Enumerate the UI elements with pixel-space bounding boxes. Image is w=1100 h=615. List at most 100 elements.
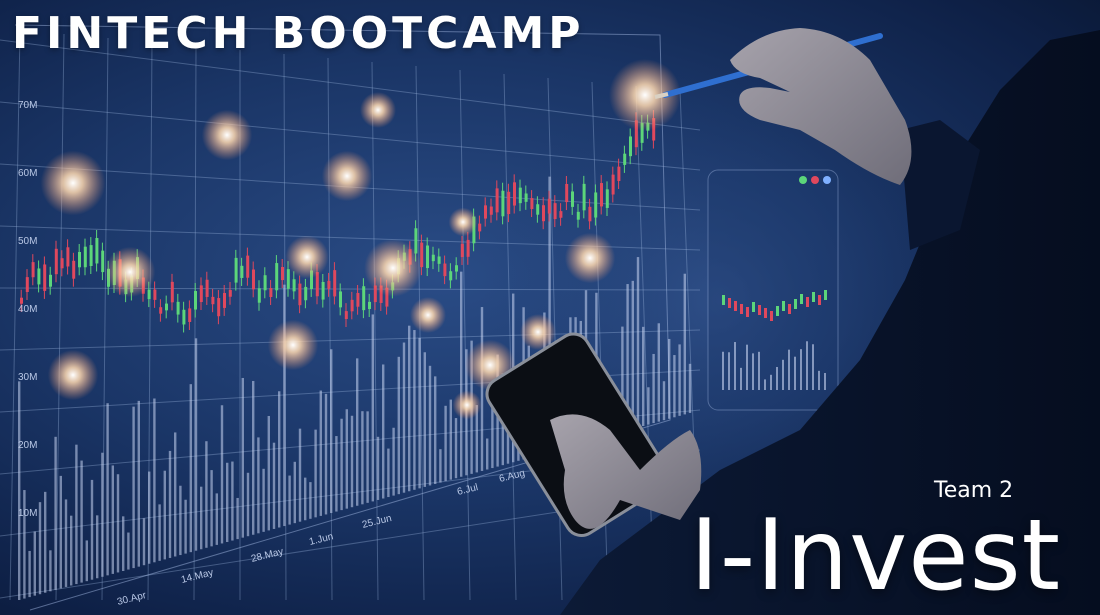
volume-bar <box>241 377 244 538</box>
candle-body <box>437 256 441 264</box>
volume-bar <box>215 493 218 545</box>
volume-bar <box>205 441 208 548</box>
floating-panel <box>707 169 839 411</box>
volume-bar <box>413 330 416 490</box>
candle-body <box>31 262 35 278</box>
grid-line <box>9 29 21 601</box>
candle-body <box>286 269 290 289</box>
volume-bar <box>75 444 78 585</box>
volume-bar <box>647 387 650 425</box>
candle-body <box>634 120 638 148</box>
candle-body <box>182 309 186 325</box>
grid-line <box>371 61 379 601</box>
candle-body <box>501 190 505 217</box>
volume-bar <box>460 271 463 477</box>
volume-bar <box>309 482 312 519</box>
candle-body <box>536 204 540 215</box>
volume-bar <box>752 353 754 390</box>
candle-body <box>746 307 749 317</box>
volume-bar <box>439 449 442 483</box>
volume-bar <box>272 442 276 529</box>
volume-bar <box>38 502 42 595</box>
candle-body <box>49 274 52 287</box>
candle-body <box>460 243 464 258</box>
volume-bar <box>371 314 374 502</box>
volume-bar <box>662 381 666 421</box>
candle-body <box>153 289 157 300</box>
candle-body <box>582 183 586 211</box>
brand-name: I-Invest <box>690 499 1062 613</box>
candle-body <box>101 250 105 273</box>
candle-body <box>478 223 482 232</box>
glow-dot <box>40 150 106 216</box>
volume-bar <box>782 359 784 390</box>
glow-dots <box>40 59 681 420</box>
candle-body <box>824 290 827 300</box>
candle-body <box>818 295 821 305</box>
volume-bar <box>728 352 730 390</box>
volume-bar <box>64 499 68 587</box>
candle-body <box>188 308 192 322</box>
candle-body <box>489 206 493 215</box>
candle-body <box>414 228 418 254</box>
volume-bar <box>163 470 166 560</box>
volume-bar <box>740 367 742 390</box>
volume-bar <box>174 432 177 557</box>
grid-line <box>635 85 655 601</box>
volume-bar <box>236 497 239 540</box>
candle-body <box>466 239 470 257</box>
candle-body <box>449 271 453 281</box>
volume-bar <box>18 381 21 600</box>
volume-bar <box>423 352 426 487</box>
volume-bar <box>688 363 692 413</box>
grid-line <box>415 65 425 601</box>
candle-body <box>373 285 377 303</box>
candle-body <box>368 301 371 310</box>
candle-body <box>339 291 342 308</box>
candle-body <box>740 304 743 314</box>
x-tick-label: 14.May <box>180 567 214 586</box>
volume-bar <box>678 344 681 416</box>
volume-bar <box>818 370 820 390</box>
grid-line <box>327 57 333 601</box>
volume-bar <box>824 372 826 390</box>
x-tick-label: 1.Jun <box>308 531 334 548</box>
volume-bar <box>148 471 151 564</box>
candle-body <box>257 288 261 303</box>
candle-body <box>89 245 93 267</box>
candle-body <box>605 189 609 208</box>
candle-body <box>385 287 389 307</box>
candle-body <box>194 291 197 310</box>
volume-bar <box>408 325 411 492</box>
volume-bar <box>673 355 676 418</box>
grid-line <box>459 69 471 601</box>
volume-bar <box>210 470 213 547</box>
candle-body <box>752 302 755 312</box>
volume-bar <box>340 418 343 511</box>
volume-bar <box>397 356 400 495</box>
volume-bar <box>418 337 421 489</box>
volume-bar <box>800 349 802 390</box>
candle-body <box>315 272 319 297</box>
volume-bar <box>262 468 265 532</box>
y-tick-label: 50M <box>18 236 37 247</box>
volume-bar <box>111 465 114 574</box>
candle-body <box>484 205 487 219</box>
volume-bar <box>85 540 88 582</box>
candle-body <box>54 248 58 275</box>
volume-bar <box>283 284 286 527</box>
candle-body <box>431 254 435 262</box>
volume-bar <box>257 437 260 534</box>
candle-body <box>640 122 644 143</box>
candle-body <box>758 305 761 315</box>
volume-bar <box>642 326 645 426</box>
candle-body <box>228 290 232 297</box>
volume-bar <box>345 409 348 509</box>
candle-body <box>66 247 70 267</box>
volume-bar <box>168 450 172 558</box>
volume-bar <box>812 344 814 390</box>
candle-body <box>223 293 226 308</box>
glow-dot <box>267 319 319 371</box>
volume-bar <box>621 326 624 432</box>
candle-body <box>333 270 337 297</box>
